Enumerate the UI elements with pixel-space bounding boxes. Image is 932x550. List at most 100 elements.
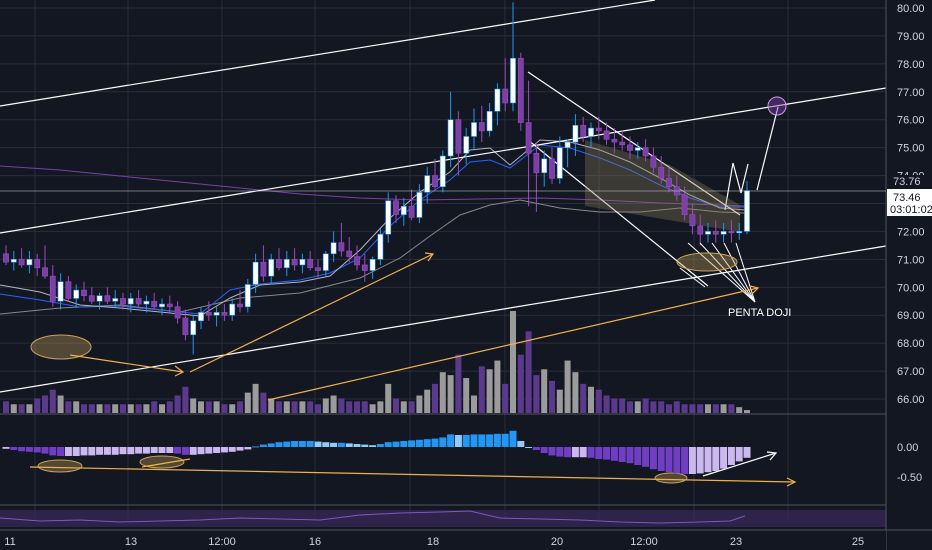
macd-bar (283, 441, 291, 447)
volume-bar (276, 401, 282, 413)
macd-bar (415, 439, 423, 447)
macd-bar (735, 447, 743, 462)
volume-bar (502, 383, 509, 413)
candle-body (182, 317, 189, 336)
volume-bar (104, 404, 111, 413)
volume-bar (361, 401, 368, 413)
volume-bar (424, 389, 431, 413)
volume-bar (432, 383, 438, 413)
price-tick-label: 72.00 (897, 226, 925, 238)
candle-body (96, 295, 103, 302)
macd-bar (618, 447, 626, 462)
rsi-band (0, 510, 886, 527)
macd-bar (291, 441, 299, 447)
volume-bar (611, 398, 618, 413)
macd-bar (2, 447, 10, 449)
macd-bar (330, 442, 338, 447)
current-price-label: 73.46 (893, 192, 921, 204)
macd-bar (447, 434, 455, 447)
candle-body (104, 295, 111, 302)
volume-bar (190, 398, 197, 413)
time-tick-label: 25 (852, 536, 864, 548)
macd-bar (556, 447, 564, 457)
macd-bar (111, 447, 119, 455)
ma-grey-light-line (0, 139, 746, 317)
candle-body (244, 284, 251, 308)
volume-bar (705, 404, 711, 413)
macd-bar (462, 435, 470, 447)
macd-bar (127, 447, 135, 455)
volume-bar (595, 389, 602, 413)
rsi-line (0, 510, 746, 524)
time-tick-label: 12:00 (208, 536, 236, 548)
volume-bar (307, 401, 314, 413)
macd-bar (696, 447, 704, 474)
price-axis-panel[interactable] (886, 0, 932, 550)
volume-bar (658, 401, 665, 413)
candle-body (10, 259, 17, 263)
volume-bar (10, 404, 17, 413)
macd-bar (525, 447, 533, 448)
candle-body (237, 303, 243, 308)
candle-body (572, 125, 579, 143)
volume-bar (720, 404, 727, 413)
macd-bar (236, 447, 244, 451)
candle-body (73, 289, 80, 299)
macd-bar (41, 447, 49, 454)
candle-body (268, 259, 275, 277)
macd-bar (369, 445, 377, 447)
macd-bar (501, 433, 509, 447)
candlesticks (3, 2, 750, 355)
volume-bar (564, 360, 571, 413)
macd-bar (337, 442, 345, 447)
candle-body (447, 119, 454, 157)
candle-body (291, 259, 298, 266)
volume-bar (385, 383, 392, 413)
volume-bar (447, 375, 454, 413)
macd-bar (88, 447, 96, 456)
volume-bar (510, 311, 516, 413)
macd-bar (275, 442, 283, 447)
candle-body (81, 289, 87, 296)
price-tick-label: 76.00 (897, 115, 925, 127)
macd-bar (96, 447, 104, 455)
candle-body (517, 57, 524, 123)
candle-body (393, 200, 399, 215)
candle-body (18, 259, 25, 266)
candle-body (424, 175, 431, 193)
macd-bar (470, 434, 478, 447)
macd-bar (259, 444, 267, 447)
macd-bar (634, 447, 642, 465)
macd-bar (603, 447, 611, 460)
time-axis-panel[interactable] (0, 530, 886, 550)
candle-body (283, 259, 290, 269)
macd-bar (298, 441, 306, 447)
volume-bar (143, 404, 150, 413)
price-tick-label: 79.00 (897, 31, 925, 43)
macd-bar (103, 447, 111, 455)
time-tick-label: 13 (125, 536, 137, 548)
volume-bar (182, 386, 189, 413)
volume-bar (135, 404, 142, 413)
ellipse-macd-1 (37, 459, 83, 473)
candle-body (346, 250, 353, 257)
volume-bar (580, 383, 587, 413)
macd-bar (220, 447, 228, 453)
candle-body (549, 158, 555, 179)
time-tick-label: 16 (309, 536, 321, 548)
candle-body (556, 147, 563, 179)
macd-bar (400, 441, 408, 447)
volume-bar (369, 404, 376, 413)
candle-body (471, 122, 477, 137)
macd-bar (10, 447, 18, 450)
volume-bar (198, 401, 204, 413)
macd-bar (158, 447, 166, 453)
macd-bar (80, 447, 88, 456)
volume-bar (541, 369, 548, 413)
volume-bar (151, 401, 158, 413)
macd-bar (454, 435, 462, 447)
volume-bar (416, 395, 423, 413)
macd-bar (119, 447, 127, 455)
macd-bar (626, 447, 634, 464)
